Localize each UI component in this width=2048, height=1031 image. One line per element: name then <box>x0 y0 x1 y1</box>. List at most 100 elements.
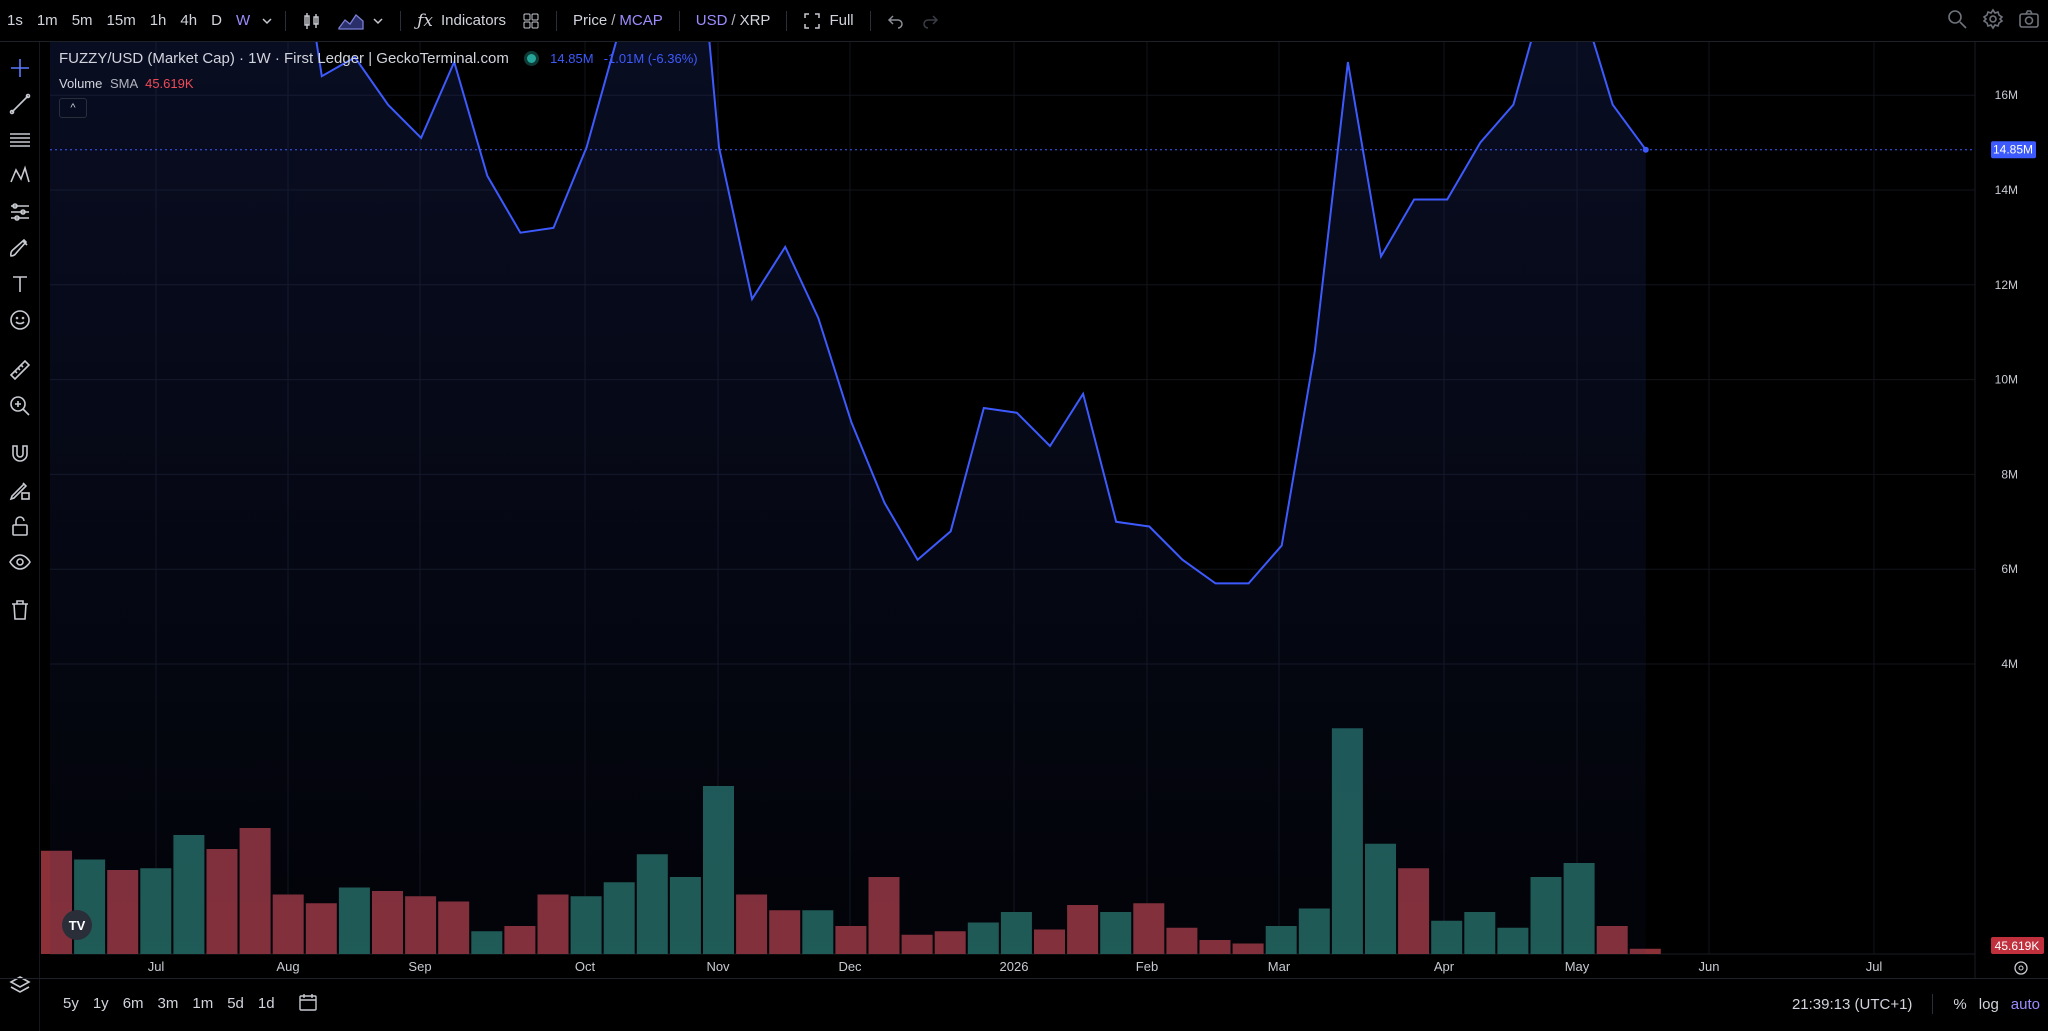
camera-icon <box>2019 10 2039 28</box>
divider <box>400 10 402 31</box>
volume-label[interactable]: Volume <box>59 76 103 91</box>
tv-logo-icon: TV <box>68 917 86 933</box>
redo-button[interactable] <box>913 0 947 42</box>
text-tool[interactable] <box>6 270 34 298</box>
x-tick-label: May <box>1565 959 1590 974</box>
timeframe-1h[interactable]: 1h <box>149 12 167 29</box>
remove-drawings-tool[interactable] <box>6 596 34 624</box>
price-mcap-toggle[interactable]: Price / MCAP <box>565 0 671 42</box>
timeframe-dropdown[interactable] <box>257 0 277 42</box>
smile-icon <box>10 310 30 330</box>
y-tick-label: 6M <box>2001 562 2018 576</box>
trash-icon <box>12 600 28 620</box>
layouts-button[interactable] <box>514 0 548 42</box>
brush-tool[interactable] <box>6 234 34 262</box>
log-toggle[interactable]: log <box>1978 995 1999 1013</box>
symbol-title[interactable]: FUZZY/USD (Market Cap) · 1W · First Ledg… <box>59 50 509 67</box>
object-tree-button[interactable] <box>6 972 34 1000</box>
price-chart[interactable]: 4M6M8M10M12M14M16M18M20M22M24M26M28M30M3… <box>0 42 2048 978</box>
clock-time[interactable]: 21:39:13 (UTC+1) <box>1791 995 1913 1013</box>
last-price-dot <box>1642 146 1649 153</box>
auto-toggle[interactable]: auto <box>2010 995 2040 1013</box>
range-1d[interactable]: 1d <box>257 995 275 1012</box>
divider <box>1932 994 1934 1014</box>
range-3m[interactable]: 3m <box>157 995 179 1012</box>
legend-change: -1.01M (-6.36%) <box>603 51 698 66</box>
pencil-lock-icon <box>9 482 30 501</box>
y-tick-label: 8M <box>2001 467 2018 481</box>
x-tick-label: Dec <box>838 959 862 974</box>
undo-button[interactable] <box>879 0 913 42</box>
magnet-tool[interactable] <box>6 440 34 468</box>
fib-tool[interactable] <box>6 126 34 154</box>
slash: / <box>611 12 616 29</box>
price-axis[interactable]: 4M6M8M10M12M14M16M18M20M22M24M26M28M30M3… <box>1995 42 2018 671</box>
volume-legend: Volume SMA 45.619K <box>59 76 194 91</box>
range-6m[interactable]: 6m <box>122 995 144 1012</box>
timeframe-4h[interactable]: 4h <box>180 12 198 29</box>
top-right-tools <box>1946 0 2048 42</box>
range-5d[interactable]: 5d <box>227 995 244 1012</box>
y-tick-label: 10M <box>1995 373 2018 387</box>
emoji-tool[interactable] <box>6 306 34 334</box>
screenshot-button[interactable] <box>2018 8 2040 34</box>
sliders-icon <box>11 203 29 221</box>
range-selector: 5y 1y 6m 3m 1m 5d 1d <box>56 995 282 1012</box>
range-1m[interactable]: 1m <box>192 995 214 1012</box>
currency-toggle[interactable]: USD / XRP <box>688 0 779 42</box>
quick-search-button[interactable] <box>1946 8 1968 34</box>
date-range-button[interactable] <box>298 992 318 1016</box>
mcap-label: MCAP <box>619 12 663 29</box>
stay-drawing-tool[interactable] <box>6 476 34 504</box>
indicators-button[interactable]: ƒx Indicators <box>409 0 514 42</box>
timeframe-15m[interactable]: 15m <box>106 12 136 29</box>
chevron-up-icon: ^ <box>70 102 76 114</box>
x-tick-label: Feb <box>1136 959 1158 974</box>
divider <box>678 10 680 31</box>
range-5y[interactable]: 5y <box>63 995 79 1012</box>
divider <box>556 10 558 31</box>
price-area-fill <box>50 42 1646 954</box>
x-tick-label: Mar <box>1268 959 1291 974</box>
trend-line-tool[interactable] <box>6 90 34 118</box>
x-tick-label: Jul <box>148 959 165 974</box>
ruler-tool[interactable] <box>6 356 34 384</box>
pattern-tool[interactable] <box>6 162 34 190</box>
range-1y[interactable]: 1y <box>92 995 109 1012</box>
magnet-icon <box>12 445 28 462</box>
time-axis[interactable]: Jul Aug Sep Oct Nov Dec 2026 Feb Mar Apr May Jun Jul <box>148 959 1883 974</box>
tradingview-logo[interactable]: TV <box>62 910 92 940</box>
hide-drawings-tool[interactable] <box>6 548 34 576</box>
bottom-right-controls: 21:39:13 (UTC+1) % log auto <box>1792 979 2040 1029</box>
timeframe-d[interactable]: D <box>211 12 222 29</box>
timeframe-1s[interactable]: 1s <box>7 12 23 29</box>
timeframe-w[interactable]: W <box>235 12 251 29</box>
timeframe-5m[interactable]: 5m <box>71 12 93 29</box>
zoom-tool[interactable] <box>6 392 34 420</box>
horizontal-lines-icon <box>10 133 30 147</box>
axis-settings-button[interactable] <box>2014 961 2028 975</box>
x-tick-label: Oct <box>575 959 596 974</box>
redo-icon <box>922 14 938 29</box>
percent-toggle[interactable]: % <box>1953 995 1967 1013</box>
chart-legend: FUZZY/USD (Market Cap) · 1W · First Ledg… <box>59 50 698 67</box>
status-dot <box>526 54 536 63</box>
prediction-tool[interactable] <box>6 198 34 226</box>
gear-icon <box>1982 8 2004 30</box>
collapse-legend-button[interactable]: ^ <box>59 98 87 118</box>
timeframe-1m[interactable]: 1m <box>36 12 58 29</box>
zoom-in-icon <box>10 396 30 416</box>
function-icon: ƒx <box>417 10 433 31</box>
lock-drawings-tool[interactable] <box>6 512 34 540</box>
fullscreen-button[interactable]: Full <box>795 0 861 42</box>
candles-type-button[interactable] <box>294 0 330 42</box>
crosshair-tool[interactable] <box>6 54 34 82</box>
x-tick-label: 2026 <box>1000 959 1029 974</box>
top-toolbar: 1s 1m 5m 15m 1h 4h D W ƒx Indicators Price / MC… <box>0 0 2048 42</box>
x-tick-label: Jul <box>1866 959 1883 974</box>
trend-line-icon <box>9 93 31 115</box>
divider <box>786 10 788 31</box>
chart-style-button[interactable] <box>330 0 392 42</box>
pattern-icon <box>10 165 30 183</box>
settings-button[interactable] <box>1982 8 2004 34</box>
